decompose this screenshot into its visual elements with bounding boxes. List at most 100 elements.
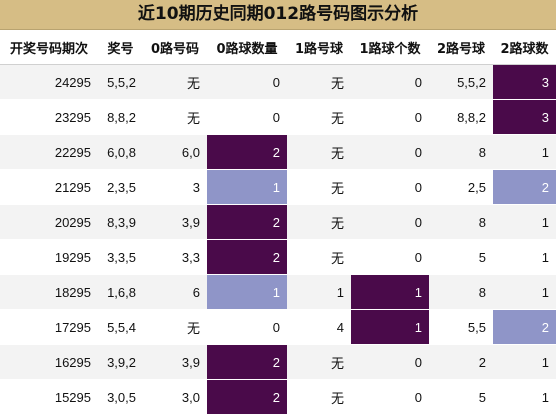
cell-route2-numbers: 2,5	[429, 169, 493, 205]
cell-route0-count: 2	[207, 239, 287, 275]
col-header-route0-numbers: 0路号码	[143, 30, 207, 65]
cell-numbers: 5,5,2	[98, 64, 143, 100]
cell-route1-count: 0	[351, 379, 429, 415]
cell-route1-count: 0	[351, 134, 429, 170]
history-table: 开奖号码期次 奖号 0路号码 0路球数量 1路号球 1路球个数 2路号球 2路球…	[0, 30, 556, 415]
cell-route2-numbers: 8	[429, 134, 493, 170]
cell-route2-numbers: 5,5	[429, 309, 493, 345]
cell-route0-count: 2	[207, 204, 287, 240]
cell-route2-count: 1	[493, 239, 556, 275]
cell-route0-numbers: 3	[143, 169, 207, 205]
cell-route1-numbers: 无	[287, 134, 351, 170]
cell-route2-count: 1	[493, 274, 556, 310]
cell-route1-count: 0	[351, 344, 429, 380]
cell-route0-count: 1	[207, 274, 287, 310]
cell-route0-count: 2	[207, 379, 287, 415]
col-header-route0-count: 0路球数量	[207, 30, 287, 65]
cell-route1-count: 1	[351, 309, 429, 345]
cell-route1-count: 1	[351, 274, 429, 310]
cell-numbers: 1,6,8	[98, 274, 143, 310]
cell-numbers: 5,5,4	[98, 309, 143, 345]
cell-route1-numbers: 无	[287, 99, 351, 135]
cell-route1-count: 0	[351, 169, 429, 205]
cell-route0-numbers: 3,0	[143, 379, 207, 415]
col-header-route1-count: 1路球个数	[351, 30, 429, 65]
cell-route1-numbers: 无	[287, 204, 351, 240]
cell-period: 18295	[0, 274, 98, 310]
cell-period: 16295	[0, 344, 98, 380]
table-row: 24295 5,5,2 无 0 无 0 5,5,2 3	[0, 64, 556, 100]
cell-period: 22295	[0, 134, 98, 170]
table-row: 17295 5,5,4 无 0 4 1 5,5 2	[0, 309, 556, 345]
cell-numbers: 2,3,5	[98, 169, 143, 205]
cell-route0-count: 0	[207, 99, 287, 135]
cell-route0-numbers: 3,3	[143, 239, 207, 275]
cell-numbers: 3,3,5	[98, 239, 143, 275]
col-header-route2-numbers: 2路号球	[429, 30, 493, 65]
cell-period: 24295	[0, 64, 98, 100]
cell-route1-numbers: 4	[287, 309, 351, 345]
cell-route0-numbers: 6,0	[143, 134, 207, 170]
cell-route0-numbers: 3,9	[143, 344, 207, 380]
cell-route0-count: 2	[207, 134, 287, 170]
cell-numbers: 8,8,2	[98, 99, 143, 135]
cell-period: 21295	[0, 169, 98, 205]
cell-route2-numbers: 8	[429, 274, 493, 310]
cell-route2-numbers: 2	[429, 344, 493, 380]
col-header-route2-count: 2路球数	[493, 30, 556, 65]
cell-period: 15295	[0, 379, 98, 415]
page-title: 近10期历史同期012路号码图示分析	[0, 0, 556, 30]
cell-period: 17295	[0, 309, 98, 345]
cell-route1-count: 0	[351, 64, 429, 100]
cell-route0-numbers: 无	[143, 309, 207, 345]
cell-route2-numbers: 5	[429, 379, 493, 415]
table-row: 18295 1,6,8 6 1 1 1 8 1	[0, 274, 556, 310]
cell-route0-count: 0	[207, 309, 287, 345]
col-header-numbers: 奖号	[98, 30, 143, 65]
cell-route2-count: 1	[493, 344, 556, 380]
table-row: 19295 3,3,5 3,3 2 无 0 5 1	[0, 239, 556, 275]
cell-route2-count: 1	[493, 379, 556, 415]
table-row: 22295 6,0,8 6,0 2 无 0 8 1	[0, 134, 556, 170]
cell-route2-count: 1	[493, 134, 556, 170]
cell-route1-count: 0	[351, 239, 429, 275]
cell-route0-numbers: 6	[143, 274, 207, 310]
table-row: 21295 2,3,5 3 1 无 0 2,5 2	[0, 169, 556, 205]
cell-route1-count: 0	[351, 99, 429, 135]
cell-route1-numbers: 无	[287, 169, 351, 205]
cell-route2-count: 2	[493, 309, 556, 345]
cell-route1-numbers: 无	[287, 239, 351, 275]
header-row: 开奖号码期次 奖号 0路号码 0路球数量 1路号球 1路球个数 2路号球 2路球…	[0, 30, 556, 65]
cell-route2-numbers: 5	[429, 239, 493, 275]
cell-route2-count: 3	[493, 64, 556, 100]
col-header-route1-numbers: 1路号球	[287, 30, 351, 65]
table-row: 16295 3,9,2 3,9 2 无 0 2 1	[0, 344, 556, 380]
cell-route0-numbers: 3,9	[143, 204, 207, 240]
cell-period: 23295	[0, 99, 98, 135]
cell-numbers: 3,9,2	[98, 344, 143, 380]
cell-route0-count: 2	[207, 344, 287, 380]
cell-route1-numbers: 1	[287, 274, 351, 310]
cell-route2-count: 2	[493, 169, 556, 205]
table-row: 15295 3,0,5 3,0 2 无 0 5 1	[0, 379, 556, 415]
cell-route0-count: 0	[207, 64, 287, 100]
col-header-period: 开奖号码期次	[0, 30, 98, 65]
cell-route1-numbers: 无	[287, 64, 351, 100]
cell-numbers: 3,0,5	[98, 379, 143, 415]
cell-period: 20295	[0, 204, 98, 240]
cell-period: 19295	[0, 239, 98, 275]
table-row: 23295 8,8,2 无 0 无 0 8,8,2 3	[0, 99, 556, 135]
cell-route2-count: 3	[493, 99, 556, 135]
cell-route2-numbers: 8	[429, 204, 493, 240]
cell-route1-numbers: 无	[287, 344, 351, 380]
cell-route2-count: 1	[493, 204, 556, 240]
cell-route2-numbers: 5,5,2	[429, 64, 493, 100]
cell-numbers: 8,3,9	[98, 204, 143, 240]
cell-route2-numbers: 8,8,2	[429, 99, 493, 135]
cell-numbers: 6,0,8	[98, 134, 143, 170]
cell-route1-numbers: 无	[287, 379, 351, 415]
cell-route0-numbers: 无	[143, 64, 207, 100]
cell-route1-count: 0	[351, 204, 429, 240]
table-row: 20295 8,3,9 3,9 2 无 0 8 1	[0, 204, 556, 240]
